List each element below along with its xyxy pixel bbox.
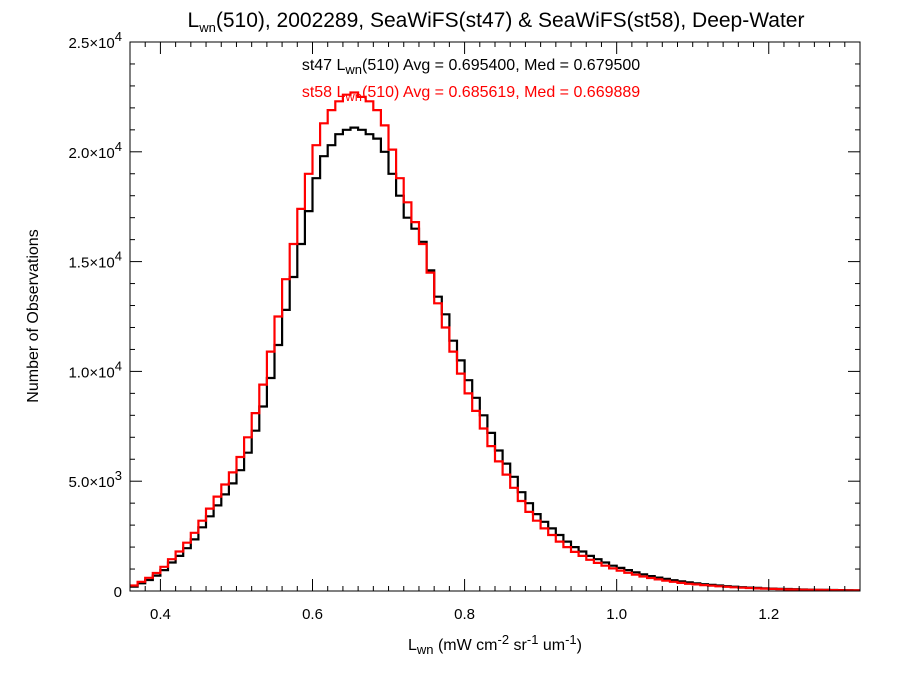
legend-entry-st58: st58 Lwn(510) Avg = 0.685619, Med = 0.66… [302, 84, 640, 104]
y-tick-label: 2.0×104 [68, 139, 122, 162]
chart-title: Lwn(510), 2002289, SeaWiFS(st47) & SeaWi… [188, 9, 805, 35]
series-line-st58 [130, 91, 860, 592]
x-tick-label: 0.4 [150, 606, 171, 623]
y-axis-label: Number of Observations [25, 229, 42, 402]
x-tick-label: 1.0 [606, 606, 627, 623]
series-line-st47 [130, 126, 860, 592]
ticks-layer: 0.4 0.6 0.8 1.0 1.2 0 5.0×103 1.0×104 1.5×104 2.0… [68, 29, 861, 623]
y-tick-label: 1.0×104 [68, 358, 122, 381]
y-tick-label: 0 [114, 584, 122, 601]
y-tick-label: 5.0×103 [68, 468, 122, 491]
legend-entry-st47: st47 Lwn(510) Avg = 0.695400, Med = 0.67… [302, 57, 640, 77]
x-tick-label: 0.8 [454, 606, 475, 623]
y-tick-label: 2.5×104 [68, 29, 122, 52]
x-tick-label: 0.6 [302, 606, 323, 623]
series-layer [130, 91, 860, 592]
y-tick-label: 1.5×104 [68, 249, 122, 272]
x-tick-label: 1.2 [758, 606, 779, 623]
plot-frame [129, 41, 861, 592]
x-axis-label: Lwn (mW cm-2 sr-1 um-1) [408, 632, 582, 657]
